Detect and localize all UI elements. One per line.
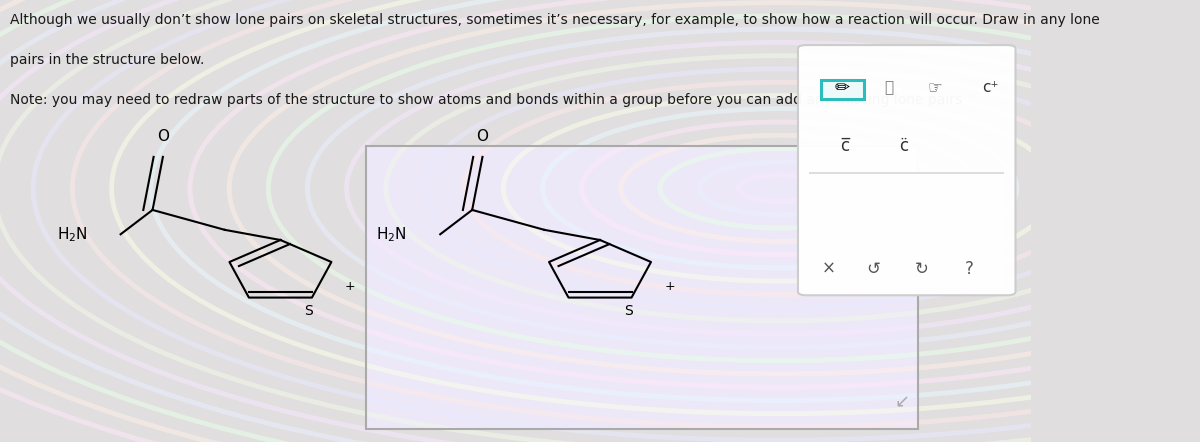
Text: ?: ? — [965, 260, 973, 278]
Text: pairs in the structure below.: pairs in the structure below. — [11, 53, 205, 67]
Bar — [366, 146, 918, 429]
Text: O: O — [476, 129, 488, 144]
Bar — [809, 172, 1004, 288]
Text: ☞: ☞ — [928, 79, 942, 97]
Text: +: + — [665, 280, 674, 293]
Text: Note: you may need to redraw parts of the structure to show atoms and bonds with: Note: you may need to redraw parts of th… — [11, 93, 962, 107]
Text: ↙: ↙ — [894, 393, 910, 411]
Text: ↻: ↻ — [914, 260, 929, 278]
Text: c̅: c̅ — [841, 137, 850, 155]
Text: H$_2$N: H$_2$N — [56, 225, 88, 244]
Bar — [366, 146, 918, 429]
Text: H$_2$N: H$_2$N — [377, 225, 407, 244]
Text: O: O — [157, 129, 169, 144]
Text: ✏: ✏ — [835, 79, 850, 97]
Text: 🖊: 🖊 — [884, 80, 893, 95]
FancyBboxPatch shape — [821, 80, 864, 99]
Text: c̈: c̈ — [900, 137, 908, 155]
Text: S: S — [305, 304, 313, 318]
Text: ×: × — [822, 260, 836, 278]
Text: S: S — [624, 304, 632, 318]
Text: Although we usually don’t show lone pairs on skeletal structures, sometimes it’s: Although we usually don’t show lone pair… — [11, 13, 1100, 27]
Text: ↺: ↺ — [866, 260, 880, 278]
FancyBboxPatch shape — [798, 45, 1015, 295]
Text: +: + — [344, 280, 355, 293]
Text: c⁺: c⁺ — [983, 80, 998, 95]
Bar — [809, 172, 1004, 174]
